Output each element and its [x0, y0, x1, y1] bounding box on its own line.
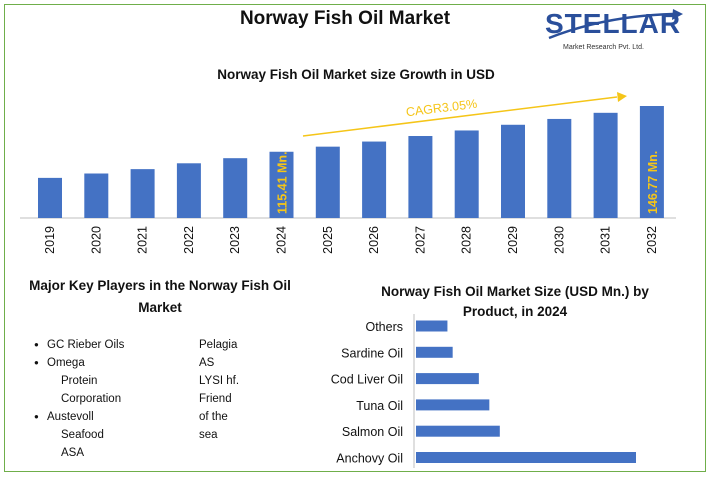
bar-2029	[501, 124, 525, 218]
bar-2021	[130, 169, 155, 218]
infographic-frame	[4, 4, 706, 472]
bar-2032	[639, 106, 664, 218]
product-label: Tuna Oil	[356, 399, 403, 413]
key-player-line: LYSI hf.	[199, 375, 240, 387]
x-tick-label: 2028	[460, 226, 474, 254]
bar-2024	[269, 151, 294, 218]
key-player-line: Protein	[61, 375, 98, 387]
key-player-line: sea	[199, 429, 218, 441]
x-tick-label: 2029	[506, 226, 520, 254]
product-bar	[416, 320, 448, 332]
x-tick-label: 2027	[413, 226, 427, 254]
key-player-line: Friend	[199, 393, 232, 405]
x-tick-label: 2019	[43, 226, 57, 254]
bar-2025	[315, 146, 340, 218]
x-tick-label: 2026	[367, 226, 381, 254]
product-bar	[416, 425, 500, 437]
product-chart-title: Norway Fish Oil Market Size (USD Mn.) by…	[381, 284, 649, 319]
x-tick-label: 2020	[89, 226, 103, 254]
product-label: Others	[365, 320, 403, 334]
logo-arrow-icon	[548, 9, 683, 40]
x-tick-label: 2022	[182, 226, 196, 254]
x-tick-label: 2031	[599, 226, 613, 254]
bar-2019	[38, 177, 62, 218]
x-tick-label: 2025	[321, 226, 335, 254]
key-player-line: Seafood	[61, 429, 104, 441]
product-bar	[416, 399, 490, 411]
product-bar	[416, 373, 479, 385]
x-tick-label: 2024	[275, 226, 289, 254]
product-bar	[416, 452, 636, 463]
bar-2030	[547, 118, 572, 218]
x-tick-label: 2021	[136, 226, 150, 254]
bar-value-label: 115.41 Mn.	[276, 151, 290, 214]
product-label: Salmon Oil	[342, 425, 403, 439]
cagr-trend-line	[302, 96, 618, 137]
stellar-logo: STELLAR Market Research Pvt. Ltd.	[545, 8, 685, 52]
product-bar	[416, 346, 453, 358]
bar-value-label: 146.77 Mn.	[646, 151, 660, 214]
product-label: Sardine Oil	[341, 346, 403, 360]
x-tick-label: 2032	[645, 226, 659, 254]
key-player-line: Pelagia	[199, 339, 238, 351]
product-label: Anchovy Oil	[336, 452, 403, 466]
bar-2031	[593, 112, 618, 218]
key-player-line: Corporation	[61, 393, 122, 405]
logo-wordmark: STELLAR	[545, 8, 682, 39]
key-player-line: Austevoll	[34, 408, 124, 426]
bar-2020	[84, 173, 109, 218]
key-player-line: ASA	[61, 447, 85, 459]
logo-subtext: Market Research Pvt. Ltd.	[563, 44, 644, 51]
key-player-line: of the	[199, 411, 228, 423]
x-tick-label: 2030	[552, 226, 566, 254]
bar-2022	[176, 163, 201, 218]
product-label: Cod Liver Oil	[331, 373, 403, 387]
growth-chart-title: Norway Fish Oil Market size Growth in US…	[217, 67, 495, 82]
cagr-arrowhead-icon	[617, 92, 627, 102]
bar-2027	[408, 136, 433, 218]
bar-2023	[223, 158, 248, 218]
bar-2026	[362, 141, 387, 218]
key-players-column-1: GC Rieber OilsOmega Protein Corporation Aus…	[34, 336, 124, 462]
key-players-title: Major Key Players in the Norway Fish Oil…	[29, 278, 291, 315]
key-player-line: Omega	[34, 354, 124, 372]
bar-2028	[454, 130, 479, 218]
key-players-column-2: Pelagia AS LYSI hf. Friend of the sea	[199, 336, 239, 444]
x-tick-label: 2023	[228, 226, 242, 254]
key-player-line: GC Rieber Oils	[34, 336, 124, 354]
page-title: Norway Fish Oil Market	[239, 8, 451, 29]
key-player-line: AS	[199, 357, 215, 369]
